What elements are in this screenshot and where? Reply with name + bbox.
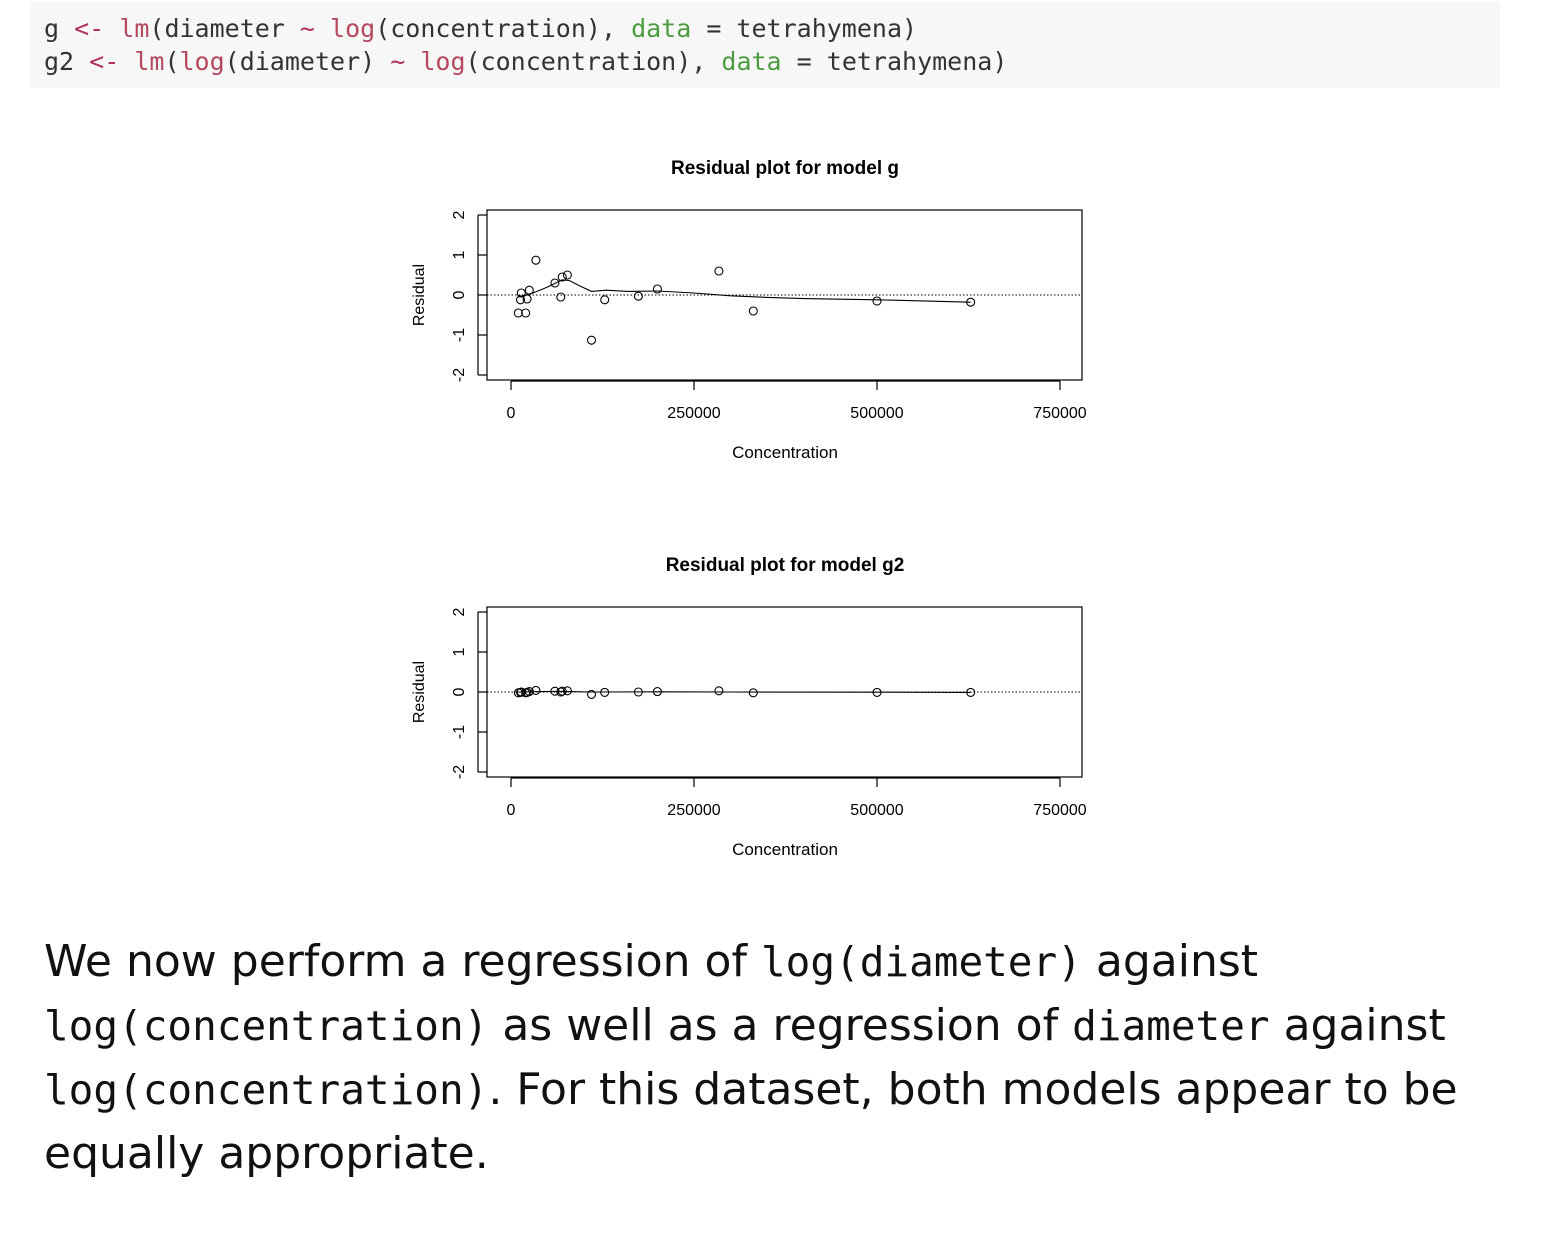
residual-point [521, 308, 531, 318]
code-token: = tetrahymena) [691, 14, 918, 43]
residual-point [522, 294, 532, 304]
code-line-2: g2 <- lm(log(diameter) ~ log(concentrati… [44, 45, 1500, 78]
code-token: log [420, 47, 466, 76]
residual-plot-g: Residual plot for model g 0 250000 500000 75… [411, 158, 1087, 462]
explanation-paragraph: We now perform a regression of log(diame… [44, 930, 1514, 1186]
y-tick-label: 1 [451, 250, 468, 259]
x-tick-label: 0 [507, 802, 516, 819]
code-token: lm [119, 14, 150, 43]
y-tick-label: -1 [451, 725, 468, 739]
y-axis-label: Residual [411, 264, 428, 326]
residual-point [872, 687, 882, 697]
y-tick-label: -2 [451, 368, 468, 382]
code-line-1: g <- lm(diameter ~ log(concentration), d… [44, 12, 1500, 45]
code-token: ( [164, 47, 180, 76]
y-tick-label: 2 [451, 607, 468, 616]
x-tick-label: 500000 [850, 405, 903, 422]
x-tick-label: 250000 [667, 802, 720, 819]
inline-code: log(concentration) [44, 1066, 489, 1114]
residual-point [513, 308, 523, 318]
residual-point [557, 272, 567, 282]
y-tick-label: -1 [451, 328, 468, 342]
prose-text: against [1269, 1000, 1446, 1051]
x-tick-label: 750000 [1033, 405, 1086, 422]
residual-point [966, 687, 976, 697]
code-token: = tetrahymena) [781, 47, 1008, 76]
residual-point [748, 306, 758, 316]
y-tick-label: 2 [451, 210, 468, 219]
code-token: g [44, 14, 75, 43]
code-token [119, 47, 134, 76]
code-token: data [631, 14, 692, 43]
prose-text: . For this dataset, both models appear t… [44, 1064, 1458, 1179]
residual-point [872, 296, 882, 306]
y-tick-label: 0 [451, 687, 468, 696]
residual-point [600, 295, 610, 305]
code-block: g <- lm(diameter ~ log(concentration), d… [30, 2, 1500, 88]
residual-point [586, 689, 597, 699]
code-token: ~ [390, 47, 406, 76]
residual-point [524, 687, 534, 697]
code-token [315, 14, 330, 43]
residual-point [600, 687, 610, 697]
code-token: (concentration), [375, 14, 632, 43]
x-tick-label: 250000 [667, 405, 720, 422]
residual-point [524, 285, 534, 295]
code-token: (diameter) [224, 47, 391, 76]
code-token: g2 [44, 47, 90, 76]
residual-point [966, 297, 976, 307]
residual-point [562, 686, 572, 696]
code-token: ~ [299, 14, 315, 43]
y-tick-label: 0 [451, 290, 468, 299]
residual-point [550, 278, 560, 288]
residual-point [714, 266, 724, 276]
residual-point [633, 291, 643, 301]
chart-title: Residual plot for model g2 [666, 555, 905, 576]
residual-point [556, 292, 566, 302]
inline-code: log(concentration) [44, 1002, 489, 1050]
smooth-curve [518, 690, 971, 693]
residual-point [748, 688, 758, 698]
y-axis-label: Residual [411, 661, 428, 723]
x-tick-label: 750000 [1033, 802, 1086, 819]
y-tick-label: 1 [451, 647, 468, 656]
prose-text: against [1081, 936, 1259, 987]
smooth-curve [518, 279, 971, 303]
residual-point [531, 685, 541, 695]
residual-point [516, 288, 526, 298]
residual-point [550, 686, 560, 696]
x-axis-label: Concentration [732, 443, 838, 462]
code-token [405, 47, 420, 76]
x-tick-label: 0 [507, 405, 516, 422]
residual-point [515, 295, 526, 305]
code-token: log [179, 47, 225, 76]
residual-point [562, 270, 572, 280]
x-tick-label: 500000 [850, 802, 903, 819]
code-token: <- [89, 47, 120, 76]
inline-code: log(diameter) [760, 938, 1082, 986]
prose-text: We now perform a regression of [44, 936, 761, 987]
y-tick-label: -2 [451, 765, 468, 779]
code-token: data [721, 47, 782, 76]
code-token: (diameter [149, 14, 300, 43]
prose-text: as well as a regression of [488, 1000, 1073, 1051]
x-axis-label: Concentration [732, 840, 838, 859]
code-token: <- [74, 14, 105, 43]
code-token: lm [134, 47, 165, 76]
residual-point [556, 687, 566, 697]
residual-plot-g2: Residual plot for model g2 0 250000 500000 7… [411, 555, 1087, 859]
inline-code: diameter [1072, 1002, 1270, 1050]
residual-point [557, 686, 567, 696]
code-token: (concentration), [465, 47, 722, 76]
code-token: log [330, 14, 376, 43]
residual-point [652, 687, 662, 697]
residual-point [586, 335, 597, 345]
chart-title: Residual plot for model g [671, 158, 899, 179]
code-token [104, 14, 119, 43]
residual-point [531, 255, 541, 265]
residual-point [714, 686, 724, 696]
residual-point [652, 284, 662, 294]
residual-point [633, 687, 643, 697]
